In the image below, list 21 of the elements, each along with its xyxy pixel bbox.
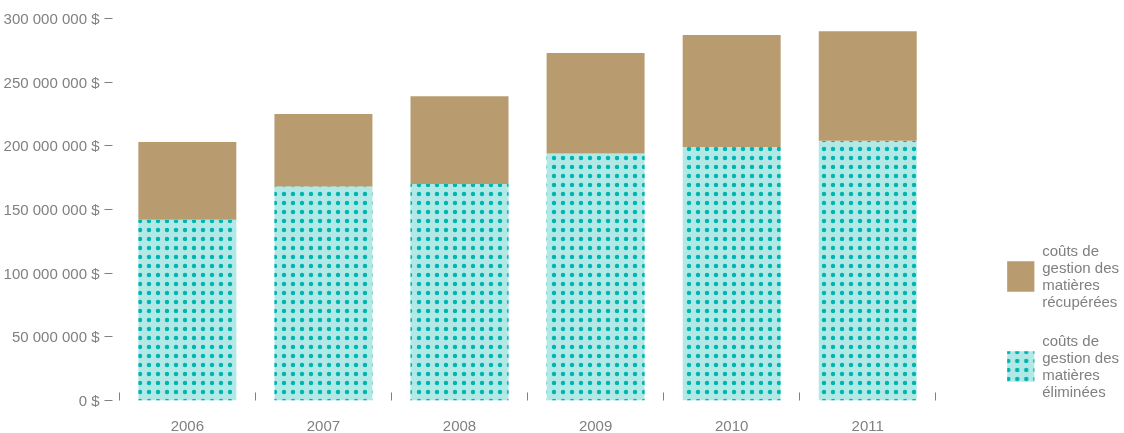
y-tick-label: 0 $ [78,392,101,409]
bar [410,96,509,185]
y-tick-label: 200 000 000 $ [3,137,101,155]
y-tick-label: 150 000 000 $ [3,201,101,218]
x-tick-label: 2011 [851,416,884,433]
x-tick-label: 2008 [442,416,477,433]
bar [138,142,237,220]
bar [546,52,645,154]
x-tick-label: 2009 [578,416,613,433]
y-tick-label: 250 000 000 $ [3,73,101,91]
x-tick-label: 2006 [170,416,205,433]
bar [682,35,781,148]
legend-label: coûts de gestion des matières récupérées [1042,242,1119,310]
y-tick-label: 100 000 000 $ [3,264,101,282]
y-tick-label: 300 000 000 $ [3,10,101,27]
y-tick-label: 50 000 000 $ [11,328,101,346]
bar [818,31,917,141]
x-tick-label: 2010 [714,416,749,433]
bar [274,114,373,187]
legend-label: coûts de gestion des matières éliminées [1042,332,1119,400]
x-tick-label: 2007 [306,416,341,433]
